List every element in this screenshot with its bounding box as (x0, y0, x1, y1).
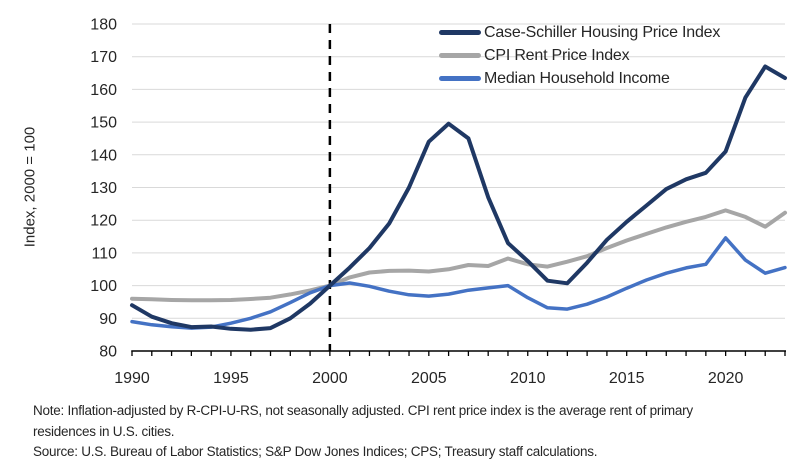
x-tick-label: 2020 (708, 370, 744, 387)
series-line-2 (130, 236, 787, 330)
y-tick-label: 180 (90, 17, 117, 34)
x-tick-label: 2000 (312, 370, 348, 387)
note-text: Note: Inflation-adjusted by R-CPI-U-RS, … (33, 403, 693, 439)
y-tick-label: 140 (90, 147, 117, 164)
case-schiller-line-swatch (439, 30, 481, 35)
y-tick-label: 80 (99, 344, 117, 361)
y-tick-label: 170 (90, 49, 117, 66)
x-tick-label: 2005 (411, 370, 447, 387)
y-tick-label: 130 (90, 180, 117, 197)
chart-notes: Note: Inflation-adjusted by R-CPI-U-RS, … (33, 401, 725, 463)
series-line-1 (130, 208, 787, 303)
legend-label-cpi-rent: CPI Rent Price Index (484, 46, 630, 64)
series-line-0 (130, 64, 787, 332)
y-tick-label: 90 (99, 311, 117, 328)
y-tick-label: 120 (90, 213, 117, 230)
legend-label-median-income: Median Household Income (484, 69, 670, 87)
legend-item-cpi-rent: CPI Rent Price Index (439, 44, 720, 67)
x-tick-label: 1995 (213, 370, 249, 387)
y-axis-title: Index, 2000 = 100 (21, 126, 39, 248)
legend: Case-Schiller Housing Price Index CPI Re… (439, 21, 720, 90)
x-tick-label: 2010 (510, 370, 546, 387)
y-tick-label: 150 (90, 115, 117, 132)
legend-item-case-schiller: Case-Schiller Housing Price Index (439, 21, 720, 44)
legend-item-median-income: Median Household Income (439, 67, 720, 90)
y-tick-label: 110 (91, 245, 117, 262)
cpi-rent-line-swatch (439, 53, 481, 58)
x-tick-label: 1990 (114, 370, 150, 387)
y-tick-label: 160 (90, 82, 117, 99)
source-text: Source: U.S. Bureau of Labor Statistics;… (33, 444, 598, 459)
legend-label-case-schiller: Case-Schiller Housing Price Index (484, 23, 721, 41)
median-income-line-swatch (439, 76, 481, 81)
x-tick-label: 2015 (609, 370, 645, 387)
y-tick-label: 100 (90, 278, 117, 295)
